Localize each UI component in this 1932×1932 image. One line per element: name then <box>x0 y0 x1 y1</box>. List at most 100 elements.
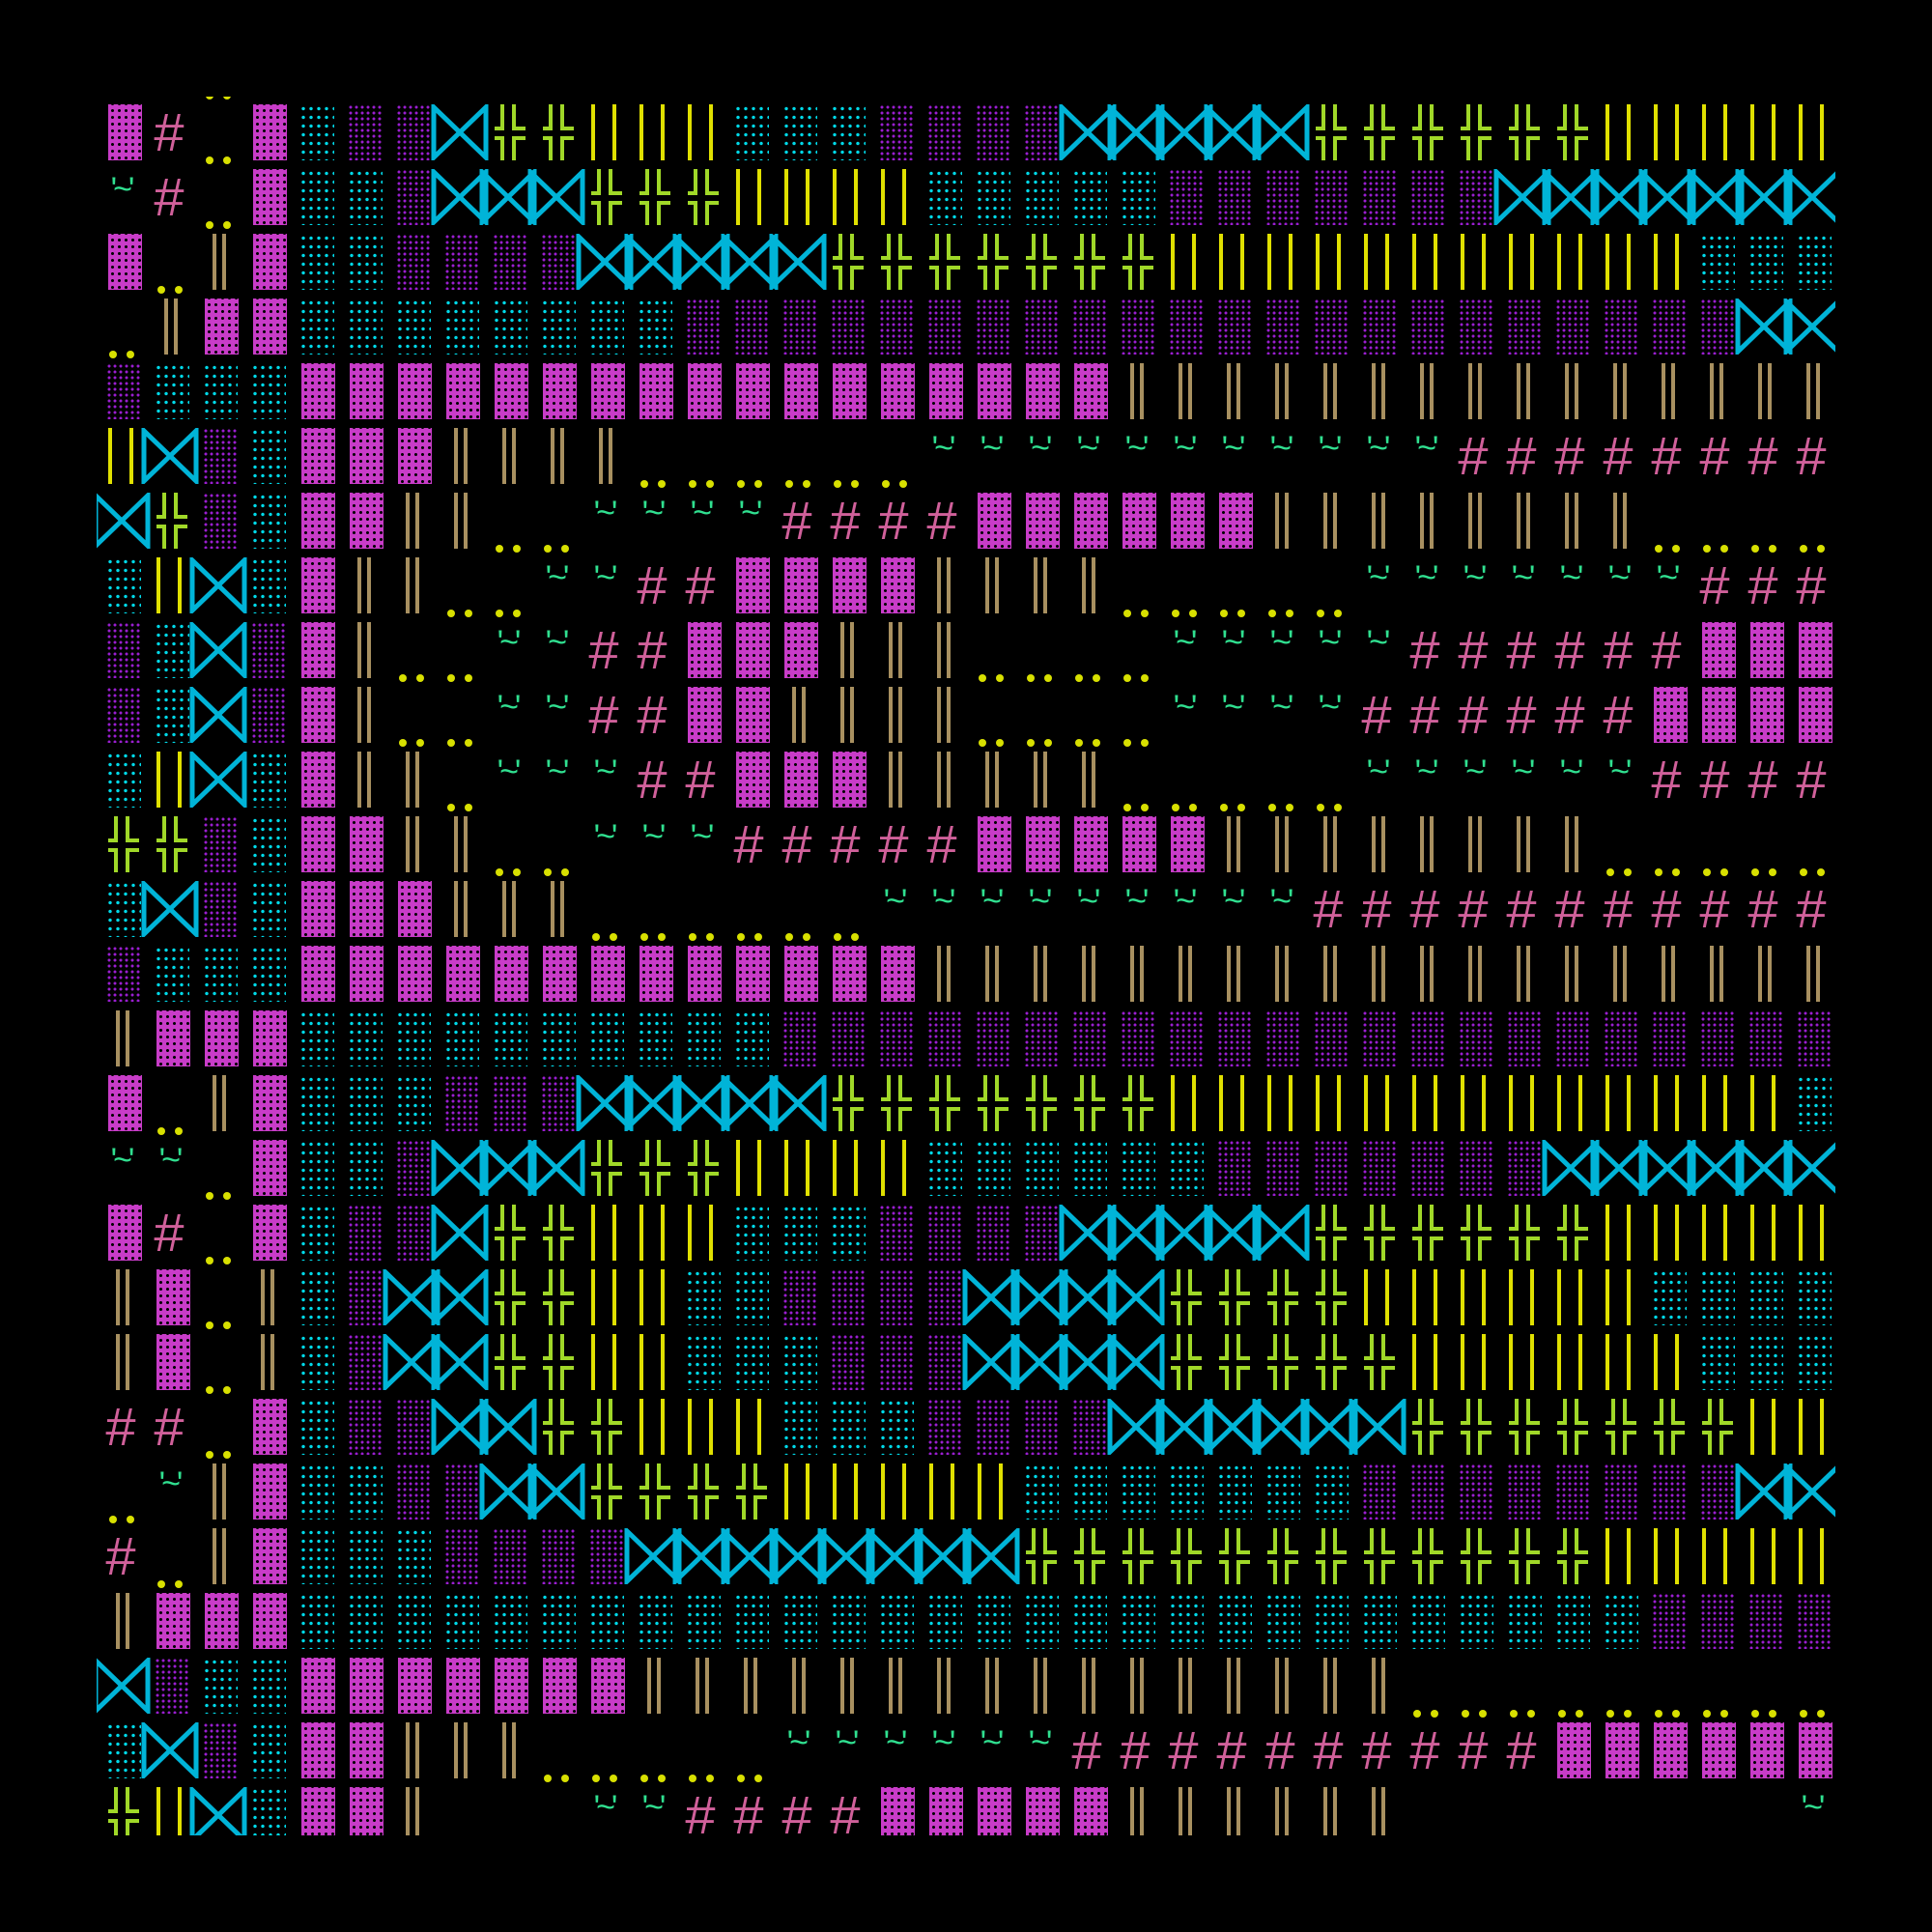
double-bar-icon <box>97 1269 145 1334</box>
pipe-icon <box>1642 234 1690 298</box>
two-dots-icon <box>531 816 580 881</box>
medium-shade-icon <box>338 104 386 169</box>
medium-shade-icon <box>1014 298 1063 363</box>
double-bar-icon <box>386 1722 435 1787</box>
light-shade-icon <box>1690 1269 1739 1334</box>
medium-shade-icon <box>1063 1010 1111 1075</box>
pipe-icon <box>1642 104 1690 169</box>
two-dots-icon <box>1739 816 1787 881</box>
pipe-icon <box>1642 1075 1690 1140</box>
double-bar-icon <box>724 1658 773 1722</box>
pipe-icon <box>628 1334 676 1399</box>
bowtie-icon <box>866 1528 923 1593</box>
light-shade-icon <box>338 169 386 234</box>
hash-icon: # <box>781 813 812 874</box>
medium-shade-icon <box>918 1010 966 1075</box>
double-cross-icon <box>580 1399 628 1463</box>
double-bar-icon <box>1497 363 1546 428</box>
pipe-icon <box>1594 1205 1642 1269</box>
hash-icon: # <box>1651 619 1682 680</box>
double-cross-icon <box>1497 1528 1546 1593</box>
light-shade-icon <box>1159 1593 1208 1658</box>
dense-block-icon <box>1014 816 1063 881</box>
bowtie-icon <box>624 1528 682 1593</box>
medium-shade-icon <box>483 234 531 298</box>
light-shade-icon <box>242 1658 290 1722</box>
two-dots-icon <box>1111 557 1159 622</box>
dense-block-icon <box>628 946 676 1010</box>
dense-block-icon <box>966 816 1014 881</box>
medium-shade-icon <box>435 1463 483 1528</box>
hash-icon: # <box>1409 619 1440 680</box>
tilde-icon: '~' <box>593 818 618 855</box>
medium-shade-icon <box>386 1463 435 1528</box>
art-row: '~' '~' '~' # # # # # <box>97 813 1835 881</box>
bowtie-icon <box>527 1463 585 1528</box>
double-cross-icon <box>1449 1528 1497 1593</box>
medium-shade-icon <box>1208 1140 1256 1205</box>
hash-icon: # <box>588 619 619 680</box>
pipe-icon <box>1594 104 1642 169</box>
dense-block-icon <box>1014 493 1063 557</box>
medium-shade-icon <box>918 1399 966 1463</box>
double-bar-icon <box>821 622 869 687</box>
light-shade-icon <box>1256 1463 1304 1528</box>
dense-block-icon <box>1014 363 1063 428</box>
light-shade-icon <box>1787 1075 1835 1140</box>
medium-shade-icon <box>1208 298 1256 363</box>
bowtie-icon <box>1252 1205 1310 1269</box>
double-bar-icon <box>1014 557 1063 622</box>
dense-block-icon <box>1690 622 1739 687</box>
medium-shade-icon <box>97 946 145 1010</box>
double-bar-icon <box>1401 816 1449 881</box>
double-cross-icon <box>1546 1528 1594 1593</box>
bowtie-icon <box>672 1528 730 1593</box>
bowtie-icon <box>1252 1399 1310 1463</box>
double-cross-icon <box>1497 1205 1546 1269</box>
double-bar-icon <box>1449 946 1497 1010</box>
tilde-icon: '~' <box>593 559 618 596</box>
two-dots-icon <box>193 1334 242 1399</box>
two-dots-icon <box>1014 622 1063 687</box>
pipe-icon <box>97 428 145 493</box>
dense-block-icon <box>290 946 338 1010</box>
double-bar-icon <box>966 752 1014 816</box>
pipe-icon <box>821 169 869 234</box>
light-shade-icon <box>97 752 145 816</box>
double-cross-icon <box>1256 1334 1304 1399</box>
medium-shade-icon <box>531 1075 580 1140</box>
double-bar-icon <box>1111 946 1159 1010</box>
medium-shade-icon <box>918 1334 966 1399</box>
double-bar-icon <box>145 298 193 363</box>
bowtie-icon <box>1204 1399 1262 1463</box>
dense-block-icon <box>676 363 724 428</box>
two-dots-icon <box>1690 493 1739 557</box>
light-shade-icon <box>1449 1593 1497 1658</box>
two-dots-icon <box>580 1722 628 1787</box>
two-dots-icon <box>193 1205 242 1269</box>
light-shade-icon <box>676 1334 724 1399</box>
medium-shade-icon <box>1787 1593 1835 1658</box>
two-dots-icon <box>1642 1787 1690 1835</box>
double-bar-icon <box>1256 493 1304 557</box>
double-bar-icon <box>1352 1787 1401 1835</box>
light-shade-icon <box>1063 1463 1111 1528</box>
hash-icon: # <box>1554 619 1585 680</box>
light-shade-icon <box>290 1463 338 1528</box>
dense-block-icon <box>338 1787 386 1835</box>
art-row: '~' '~' # # # # '~' <box>97 1784 1835 1835</box>
light-shade-icon <box>338 1075 386 1140</box>
double-bar-icon <box>242 1334 290 1399</box>
pipe-icon <box>1739 104 1787 169</box>
hash-icon: # <box>878 490 909 551</box>
ascii-art-canvas: # '~' # <box>97 97 1835 1835</box>
tilde-icon: '~' <box>545 559 570 596</box>
dense-block-icon <box>676 687 724 752</box>
dense-block-icon <box>724 687 773 752</box>
double-bar-icon <box>773 687 821 752</box>
medium-shade-icon <box>1497 298 1546 363</box>
light-shade-icon <box>338 1140 386 1205</box>
double-cross-icon <box>1063 1528 1111 1593</box>
medium-shade-icon <box>1401 169 1449 234</box>
tilde-icon: '~' <box>497 753 522 790</box>
